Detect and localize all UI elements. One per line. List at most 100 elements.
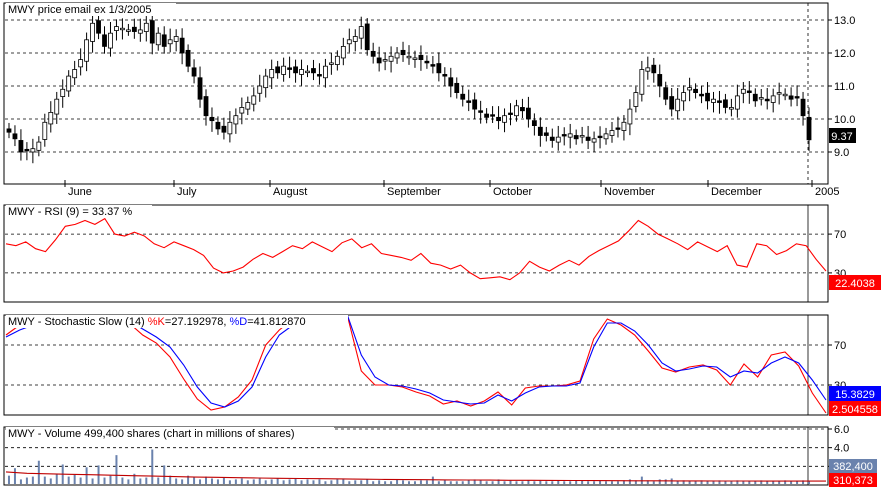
volume-bar: [682, 480, 685, 484]
volume-bar: [449, 481, 452, 484]
down-candle: [185, 44, 191, 73]
up-candle: [382, 52, 388, 71]
down-candle: [454, 77, 460, 99]
volume-bar: [712, 481, 715, 484]
volume-frame: [3, 426, 829, 486]
volume-bar: [527, 480, 530, 484]
up-candle: [394, 47, 400, 64]
volume-bar: [587, 481, 590, 484]
candle-body: [263, 75, 269, 89]
down-candle: [275, 60, 281, 79]
volume-bar: [318, 479, 321, 484]
volume-bar: [169, 475, 172, 484]
down-candle: [663, 81, 669, 106]
down-candle: [478, 100, 484, 124]
volume-bar: [551, 481, 554, 484]
candle-body: [412, 57, 418, 60]
candle-body: [358, 26, 364, 39]
down-candle: [746, 81, 752, 104]
down-candle: [131, 18, 137, 39]
down-candle: [508, 103, 513, 126]
candle-body: [746, 90, 752, 93]
candle-body: [346, 39, 352, 45]
volume-bar: [157, 477, 160, 484]
candle-body: [60, 88, 66, 97]
candle-body: [764, 98, 770, 102]
volume-bar: [581, 480, 584, 484]
volume-bar: [748, 481, 751, 484]
volume-bar: [425, 480, 428, 484]
volume-bar: [181, 479, 184, 484]
candle-body: [78, 59, 84, 68]
candle-body: [400, 49, 406, 56]
up-candle: [621, 115, 627, 141]
candle-body: [334, 55, 340, 65]
down-candle: [651, 57, 657, 83]
candle-body: [251, 95, 257, 105]
month-label: August: [273, 186, 307, 198]
down-candle: [197, 66, 203, 108]
down-candle: [549, 128, 555, 148]
volume-bar: [802, 480, 805, 484]
candle-body: [651, 64, 657, 74]
series-line-rsi-9-: [5, 217, 827, 281]
down-candle: [191, 59, 197, 84]
stochastic-title: MWY - Stochastic Slow (14) %K=27.192978,…: [8, 316, 306, 328]
up-candle: [627, 99, 633, 136]
candle-body: [125, 29, 131, 32]
up-candle: [567, 123, 573, 149]
up-candle: [555, 125, 561, 151]
volume-bar: [688, 481, 691, 484]
down-candle: [585, 125, 591, 150]
stochastic-title-k-value: =27.192978,: [165, 316, 230, 328]
volume-bar: [390, 481, 393, 484]
down-candle: [537, 117, 543, 147]
volume-bar: [121, 477, 124, 484]
price-y-tick-label: 12.0: [834, 48, 855, 60]
up-candle: [334, 50, 340, 71]
candle-body: [758, 97, 764, 100]
candle-body: [448, 77, 454, 87]
down-candle: [209, 107, 215, 132]
candle-body: [108, 32, 113, 49]
oscillator-y-tick-label: 70: [834, 229, 846, 241]
down-candle: [221, 117, 227, 140]
price-last-badge: [829, 128, 856, 143]
volume-bar: [360, 480, 363, 484]
volume-bar: [336, 479, 339, 484]
up-candle: [776, 82, 782, 105]
volume-bar: [300, 480, 303, 484]
volume-bar: [252, 479, 255, 484]
candle-body: [711, 98, 716, 103]
down-candle: [424, 55, 430, 69]
volume-bar: [419, 480, 422, 484]
candle-body: [681, 92, 687, 102]
volume-average-line: [5, 471, 826, 482]
up-candle: [782, 88, 788, 101]
volume-bar: [324, 481, 327, 484]
down-candle: [400, 41, 406, 62]
candle-body: [269, 69, 275, 79]
up-candle: [60, 79, 66, 108]
candle-body: [478, 110, 484, 113]
candle-body: [549, 136, 555, 141]
volume-bar: [599, 480, 602, 484]
candle-body: [209, 116, 215, 122]
down-candle: [6, 122, 12, 139]
volume-bar: [7, 475, 10, 484]
candle-body: [693, 88, 698, 94]
candle-body: [173, 36, 179, 42]
down-candle: [24, 142, 30, 161]
up-candle: [299, 59, 304, 86]
up-candle: [84, 32, 89, 72]
volume-bar: [784, 480, 787, 484]
candle-body: [621, 121, 627, 131]
down-candle: [466, 89, 472, 112]
month-label: December: [711, 186, 762, 198]
volume-bar: [199, 479, 202, 484]
up-candle: [633, 86, 639, 113]
volume-bar: [246, 480, 249, 484]
up-candle: [143, 16, 149, 42]
candle-body: [788, 95, 794, 100]
rsi-title-text: MWY - RSI (9) = 33.37 %: [8, 206, 132, 218]
